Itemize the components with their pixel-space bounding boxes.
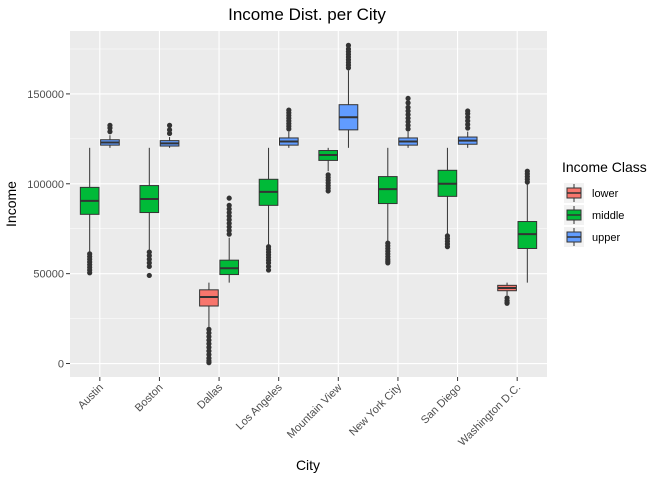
legend-label: middle (592, 210, 624, 222)
outlier-point (107, 129, 113, 135)
y-axis-title: Income (3, 181, 19, 227)
x-tick-label: Boston (133, 382, 166, 415)
outlier-point (504, 300, 510, 306)
box-upper-los-angeles (278, 107, 299, 148)
outlier-point (345, 42, 352, 48)
outlier-point (146, 256, 152, 262)
outlier-point (405, 100, 411, 106)
outlier-point (226, 209, 232, 216)
outlier-point (146, 253, 152, 259)
box-middle-new-york-city (377, 147, 398, 266)
y-tick-label: 150000 (27, 89, 64, 101)
outlier-point (206, 351, 212, 358)
outlier-point (107, 122, 113, 128)
outlier-point (465, 114, 471, 120)
chart-title: Income Dist. per City (228, 5, 386, 24)
outlier-point (206, 330, 212, 336)
outlier-point (206, 326, 212, 332)
legend-label: lower (592, 188, 619, 200)
legend-item-lower: lower (564, 183, 619, 203)
outlier-point (345, 46, 352, 52)
box-upper-boston (159, 122, 180, 148)
outlier-point (226, 213, 232, 219)
legend: Income Class lower middle upper (562, 159, 647, 247)
y-tick-label: 50000 (33, 269, 64, 281)
outlier-point (405, 111, 411, 118)
box-upper-austin (100, 122, 120, 148)
outlier-point (166, 127, 173, 133)
outlier-point (226, 231, 232, 237)
outlier-point (226, 227, 232, 234)
box-middle-los-angeles (258, 147, 279, 273)
x-tick-label: Los Angeles (234, 381, 285, 432)
outlier-point (465, 125, 471, 131)
box-upper-san-diego (457, 108, 478, 148)
outlier-point (405, 104, 411, 110)
outlier-point (265, 260, 272, 266)
y-tick-label: 100000 (27, 179, 64, 191)
box-lower-washington-d-c- (497, 282, 517, 306)
outlier-point (405, 115, 411, 121)
outlier-point (226, 195, 232, 201)
outlier-point (385, 260, 391, 266)
box-upper-mountain-view (338, 42, 359, 148)
outlier-point (206, 348, 212, 354)
box-middle-boston (139, 147, 160, 279)
outlier-point (146, 263, 152, 270)
legend-item-middle: middle (564, 205, 624, 225)
box-middle-washington-d-c- (517, 168, 538, 283)
outlier-point (146, 272, 152, 279)
outlier-point (146, 249, 152, 255)
box-middle-dallas (219, 195, 240, 283)
outlier-point (444, 244, 451, 250)
y-axis: 0 50000 100000 150000 (27, 89, 70, 371)
box-middle-san-diego (437, 147, 458, 250)
box-lower-dallas (199, 282, 219, 366)
outlier-point (325, 188, 331, 194)
x-tick-label: San Diego (419, 382, 464, 427)
outlier-point (265, 263, 272, 270)
legend-item-upper: upper (564, 227, 620, 247)
outlier-point (166, 122, 173, 128)
outlier-point (405, 108, 411, 114)
outlier-point (87, 270, 93, 276)
outlier-point (405, 95, 411, 102)
boxes-layer (79, 42, 538, 366)
outlier-point (405, 126, 411, 132)
outlier-point (405, 119, 411, 125)
outlier-point (206, 341, 212, 347)
outlier-point (465, 118, 471, 124)
outlier-point (206, 344, 212, 350)
y-tick-label: 0 (58, 359, 64, 371)
legend-title: Income Class (562, 159, 647, 175)
x-tick-label: Mountain View (285, 382, 344, 441)
outlier-point (226, 224, 232, 230)
legend-label: upper (592, 232, 620, 244)
outlier-point (226, 217, 232, 223)
outlier-point (226, 220, 232, 226)
outlier-point (286, 107, 292, 113)
outlier-point (465, 108, 471, 114)
box-middle-austin (79, 147, 100, 276)
outlier-point (166, 130, 173, 137)
outlier-point (206, 337, 212, 343)
outlier-point (206, 360, 212, 366)
outlier-point (206, 333, 212, 340)
box-upper-new-york-city (398, 95, 418, 148)
x-tick-label: Washington D.C. (456, 382, 523, 449)
outlier-point (524, 168, 530, 174)
outlier-point (265, 267, 272, 273)
x-axis: Austin Boston Dallas Los Angeles Mountain Vi… (76, 377, 523, 449)
x-tick-label: New York City (347, 381, 404, 438)
outlier-point (226, 202, 232, 208)
box-middle-mountain-view (318, 147, 339, 194)
x-tick-label: Dallas (195, 381, 225, 411)
outlier-point (465, 121, 471, 128)
outlier-point (405, 122, 411, 128)
x-tick-label: Austin (76, 382, 106, 412)
x-axis-title: City (296, 457, 320, 473)
outlier-point (146, 260, 152, 266)
outlier-point (226, 206, 232, 212)
